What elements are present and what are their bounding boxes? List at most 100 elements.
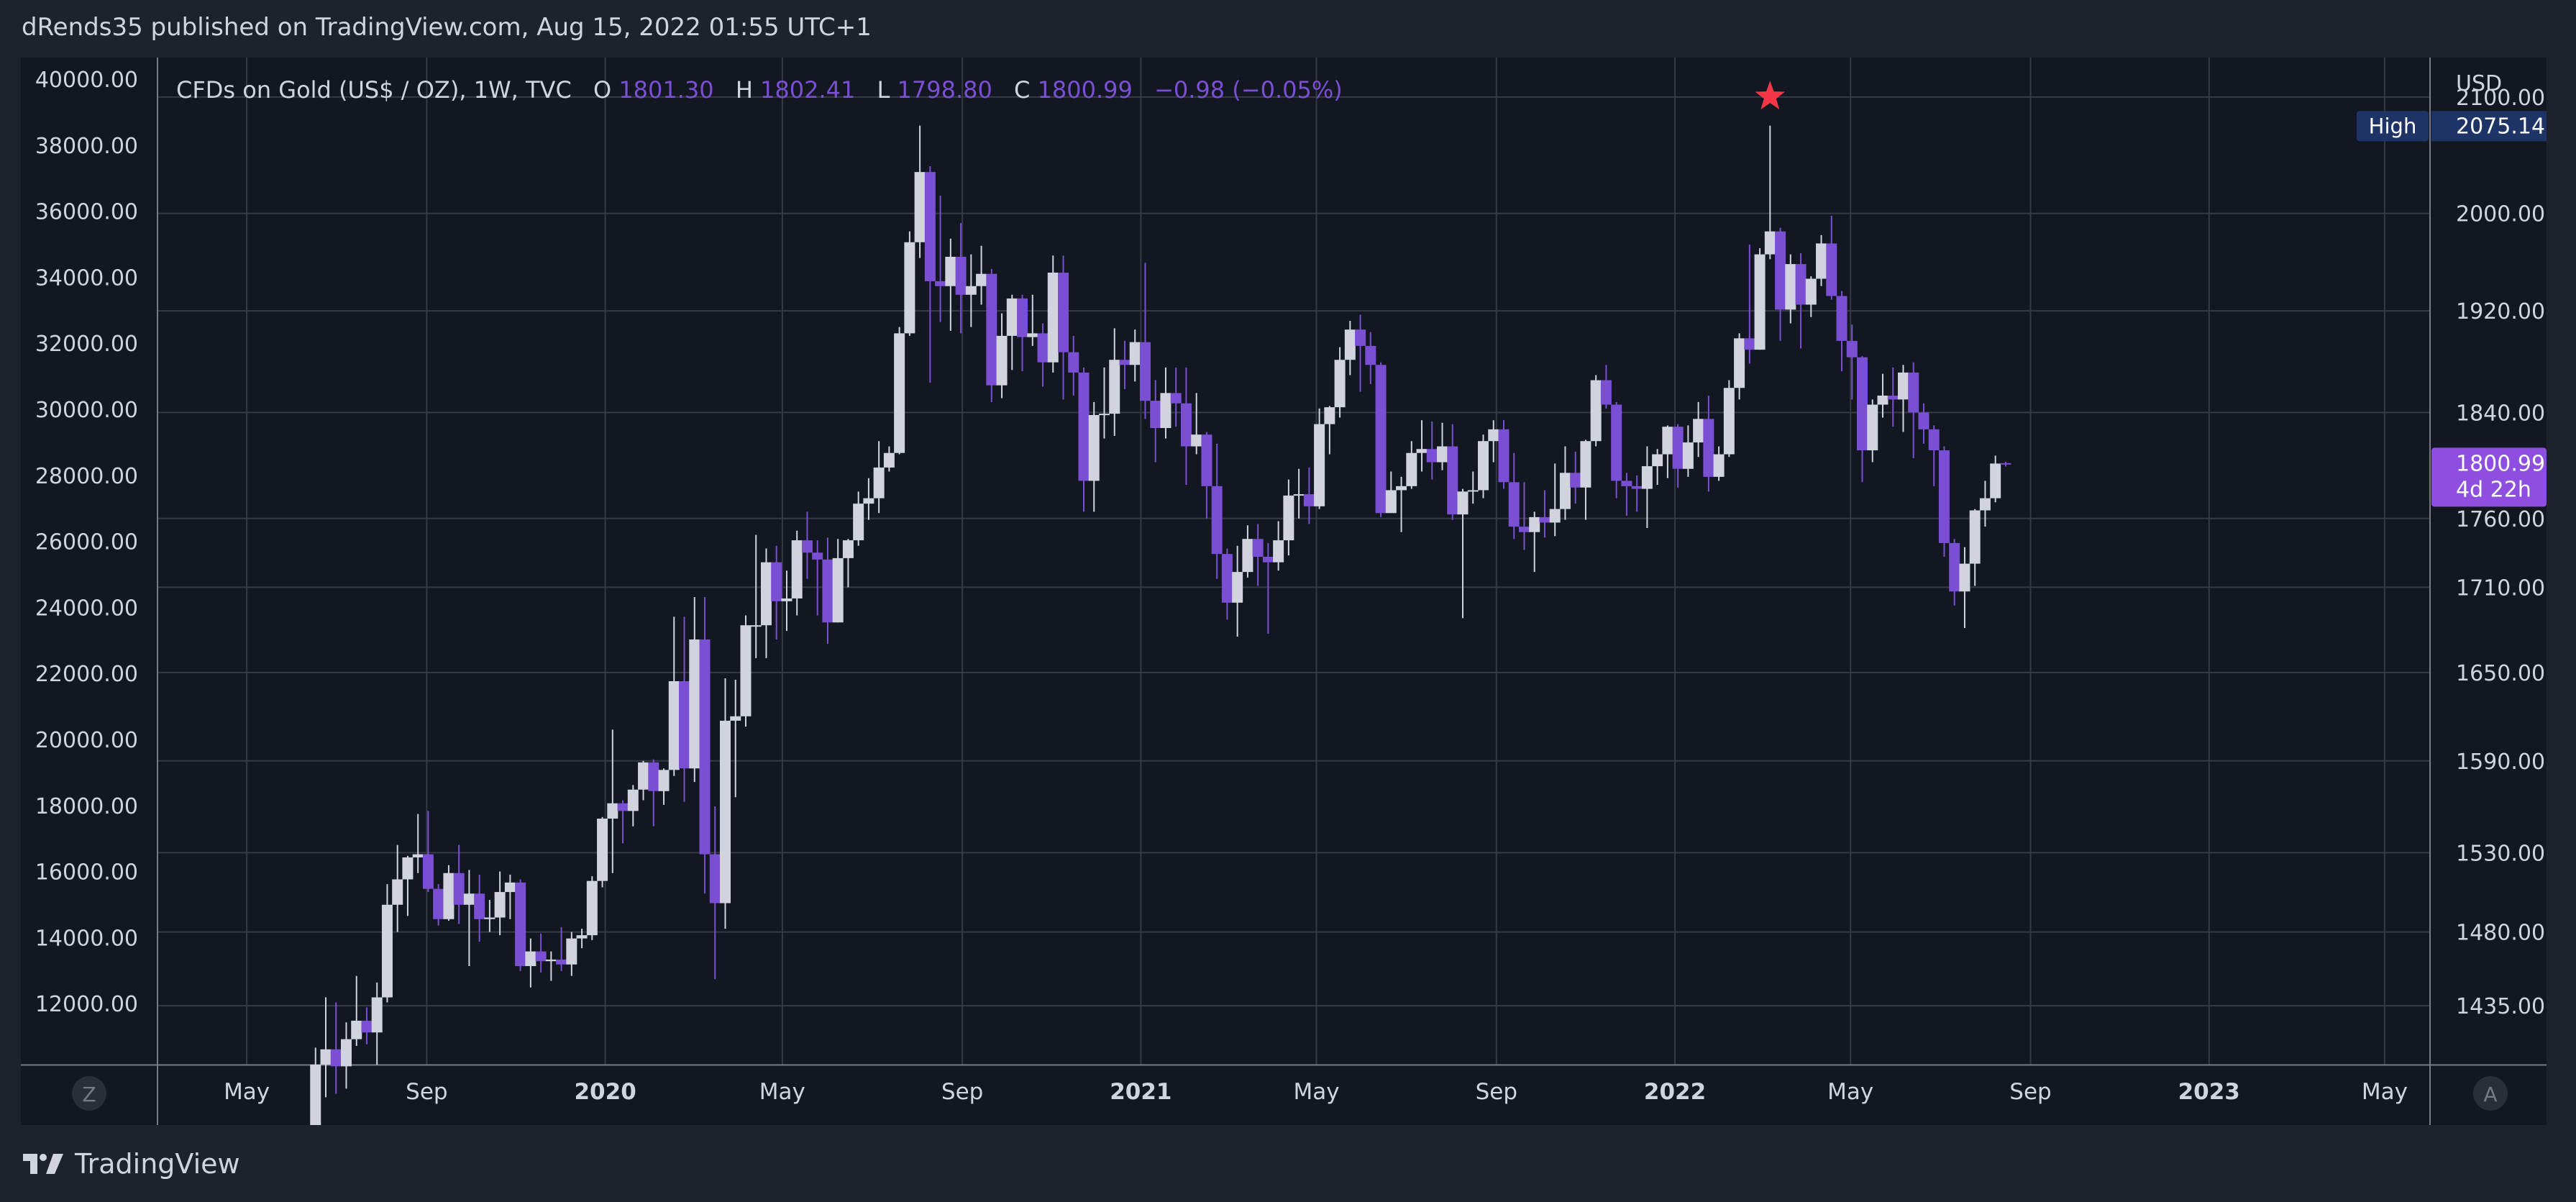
candle-body[interactable] (504, 882, 516, 893)
candle[interactable] (310, 1047, 321, 1125)
candle-body[interactable] (1826, 243, 1837, 296)
candle[interactable] (1641, 446, 1653, 529)
candle-body[interactable] (1949, 542, 1960, 592)
candle[interactable] (515, 879, 526, 971)
candle-body[interactable] (494, 892, 506, 918)
candle-body[interactable] (1785, 264, 1796, 310)
candle[interactable] (1662, 425, 1673, 478)
candle[interactable] (1908, 362, 1919, 459)
candle[interactable] (1508, 452, 1520, 539)
candle[interactable] (1969, 509, 1981, 586)
candle-body[interactable] (1631, 486, 1643, 489)
candle-body[interactable] (791, 540, 803, 598)
candle[interactable] (484, 900, 495, 932)
candle[interactable] (1324, 406, 1335, 455)
candle-body[interactable] (1703, 419, 1714, 477)
candle[interactable] (935, 195, 946, 322)
candle-body[interactable] (1375, 365, 1387, 514)
candle[interactable] (545, 951, 557, 981)
candle-body[interactable] (1570, 473, 1581, 488)
candle-body[interactable] (351, 1020, 362, 1039)
candle-body[interactable] (935, 281, 946, 286)
candle[interactable] (1949, 539, 1960, 606)
candle-body[interactable] (781, 598, 793, 601)
candle[interactable] (1283, 479, 1294, 556)
candle-body[interactable] (1437, 446, 1448, 463)
candle[interactable] (443, 865, 455, 921)
candle[interactable] (607, 729, 618, 873)
candle[interactable] (392, 844, 403, 932)
candle[interactable] (402, 855, 414, 916)
candle[interactable] (1180, 367, 1192, 486)
candle[interactable] (1682, 425, 1694, 477)
candle[interactable] (1734, 333, 1745, 400)
candle[interactable] (1017, 294, 1028, 372)
candle-body[interactable] (873, 467, 885, 498)
candle-body[interactable] (1508, 482, 1520, 527)
candle[interactable] (1744, 245, 1755, 364)
candle[interactable] (1242, 525, 1253, 578)
candle[interactable] (1805, 276, 1817, 317)
candle-body[interactable] (1928, 429, 1940, 451)
candle-body[interactable] (1498, 429, 1509, 483)
candle-body[interactable] (689, 639, 700, 769)
candle[interactable] (812, 540, 823, 616)
candle-body[interactable] (740, 625, 752, 716)
candle-body[interactable] (1129, 342, 1141, 365)
candle-body[interactable] (2000, 463, 2011, 465)
candle[interactable] (996, 313, 1008, 399)
candle[interactable] (924, 166, 936, 383)
candle[interactable] (586, 876, 598, 940)
candle-body[interactable] (545, 959, 557, 962)
chart-area[interactable]: 2100.00 2000.00 1920.00 1840.00 1760.00 1710.… (21, 58, 2547, 1125)
candle[interactable] (1293, 468, 1305, 519)
candle-body[interactable] (1641, 466, 1653, 489)
candle[interactable] (1262, 542, 1274, 634)
candle[interactable] (433, 884, 444, 926)
candle[interactable] (1211, 443, 1223, 579)
candle[interactable] (986, 268, 997, 402)
candle-body[interactable] (535, 951, 547, 962)
candle[interactable] (474, 874, 485, 942)
candle-body[interactable] (945, 256, 956, 286)
candle-body[interactable] (832, 557, 844, 623)
candle-body[interactable] (668, 680, 680, 770)
candle-body[interactable] (1600, 380, 1612, 405)
candle-body[interactable] (1754, 254, 1766, 350)
candle-body[interactable] (1109, 360, 1120, 414)
candle-body[interactable] (1160, 393, 1171, 429)
candle[interactable] (1518, 482, 1530, 550)
candle-body[interactable] (719, 720, 731, 903)
candle[interactable] (1877, 373, 1888, 418)
candle-body[interactable] (1959, 563, 1970, 592)
candle[interactable] (1119, 340, 1131, 390)
candle-body[interactable] (1979, 498, 1991, 511)
candle[interactable] (1785, 254, 1796, 324)
candle[interactable] (689, 597, 700, 783)
candle-body[interactable] (986, 273, 997, 386)
candle-body[interactable] (1580, 441, 1591, 488)
candle-body[interactable] (1775, 231, 1786, 310)
candle[interactable] (1559, 446, 1571, 520)
candle[interactable] (883, 446, 895, 472)
candle[interactable] (1139, 263, 1151, 419)
candle[interactable] (863, 478, 874, 520)
candle-body[interactable] (463, 893, 475, 905)
candle-body[interactable] (1232, 572, 1243, 603)
candle[interactable] (1098, 367, 1110, 439)
candle-body[interactable] (638, 762, 649, 790)
candle-body[interactable] (1682, 442, 1694, 469)
candle-body[interactable] (1478, 441, 1489, 491)
candle[interactable] (617, 800, 629, 844)
candle[interactable] (330, 1002, 342, 1094)
candle[interactable] (873, 441, 885, 514)
candle[interactable] (801, 511, 813, 579)
candle[interactable] (1467, 471, 1479, 504)
candle-body[interactable] (1590, 380, 1602, 442)
candle-body[interactable] (1334, 360, 1346, 408)
candle-body[interactable] (1559, 473, 1571, 509)
candle-body[interactable] (1180, 403, 1192, 447)
candle-body[interactable] (1047, 272, 1059, 363)
candle-body[interactable] (1805, 278, 1817, 305)
candle-body[interactable] (679, 680, 690, 769)
